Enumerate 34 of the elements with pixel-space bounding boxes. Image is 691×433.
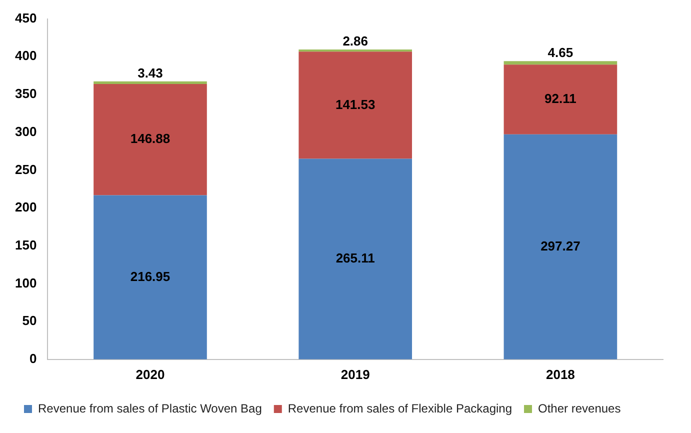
- legend-label: Revenue from sales of Plastic Woven Bag: [38, 401, 262, 416]
- y-tick-label: 450: [14, 10, 37, 26]
- data-label: 146.88: [130, 131, 170, 146]
- data-label: 4.65: [548, 45, 574, 60]
- data-label: 297.27: [540, 238, 580, 254]
- y-tick-label: 300: [14, 124, 37, 139]
- legend-label: Other revenues: [538, 401, 621, 416]
- y-tick-label: 250: [14, 162, 37, 177]
- data-label: 265.11: [336, 250, 375, 266]
- data-label: 216.95: [130, 268, 170, 284]
- bar: [298, 49, 412, 52]
- y-tick-label: 350: [14, 86, 37, 102]
- y-tick-label: 50: [22, 313, 37, 328]
- data-label: 3.43: [138, 66, 163, 81]
- data-label: 141.53: [335, 96, 376, 112]
- data-label: 2.86: [342, 34, 368, 49]
- x-tick-label: 2020: [136, 366, 165, 382]
- x-tick-label: 2018: [546, 366, 575, 382]
- bar: [94, 84, 207, 196]
- bar: [94, 81, 207, 84]
- data-label: 92.11: [544, 91, 576, 106]
- bar: [94, 195, 207, 360]
- bar: [298, 52, 412, 159]
- bar: [298, 158, 412, 360]
- bar: [504, 61, 618, 65]
- y-tick-label: 100: [14, 275, 37, 290]
- bar: [504, 64, 618, 134]
- x-tick-label: 2019: [340, 366, 370, 382]
- y-tick-label: 200: [14, 200, 37, 215]
- bar: [504, 134, 618, 360]
- y-tick-label: 150: [14, 237, 37, 252]
- y-tick-label: 400: [14, 48, 37, 64]
- legend-label: Revenue from sales of Flexible Packaging: [288, 401, 512, 416]
- y-tick-label: 0: [29, 350, 37, 366]
